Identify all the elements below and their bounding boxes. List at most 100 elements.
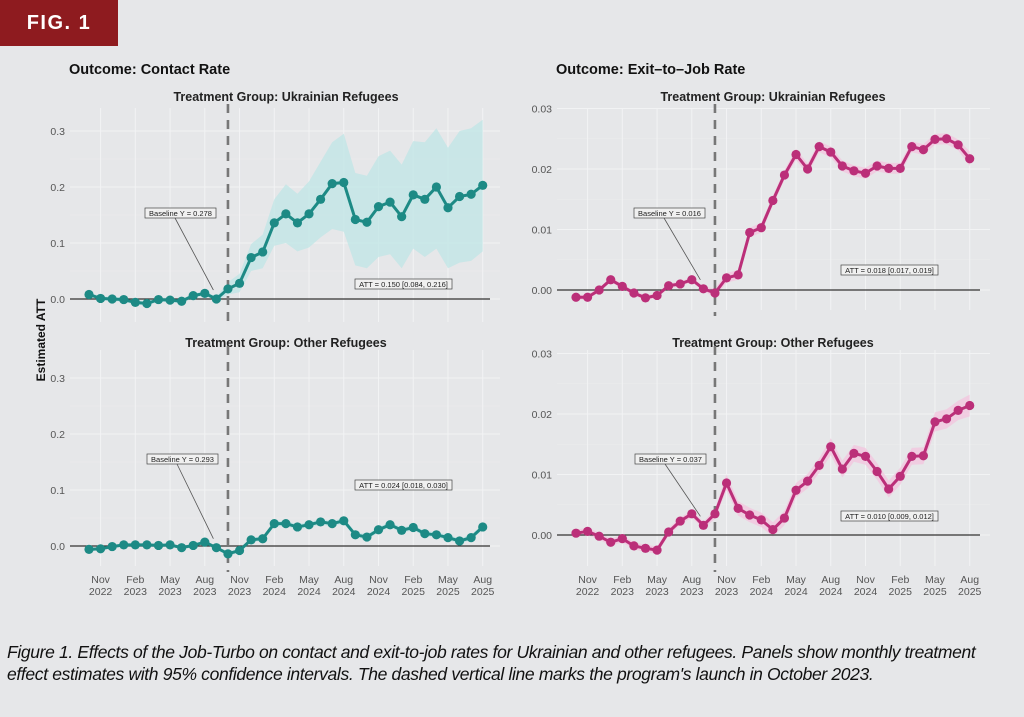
x-tick-label-month: Aug — [821, 574, 840, 586]
data-point — [211, 294, 221, 304]
data-point — [617, 534, 627, 544]
data-point — [153, 540, 164, 551]
data-point — [652, 290, 662, 301]
y-tick-label: 0.01 — [532, 225, 553, 237]
data-point — [768, 195, 778, 206]
x-tick-label-month: Aug — [473, 574, 492, 586]
data-point — [142, 540, 152, 550]
panel-title: Treatment Group: Other Refugees — [672, 336, 873, 350]
x-tick-label-year: 2022 — [89, 586, 113, 598]
data-point — [397, 212, 407, 222]
data-point — [119, 540, 129, 550]
data-point — [420, 194, 430, 204]
y-tick-label: 0.3 — [50, 126, 65, 138]
data-point — [362, 532, 372, 542]
x-tick-label-year: 2025 — [471, 586, 495, 598]
data-point — [594, 531, 604, 541]
x-tick-label-month: Nov — [230, 574, 249, 586]
data-point — [269, 519, 279, 529]
x-tick-label-year: 2025 — [436, 586, 460, 598]
y-tick-label: 0.01 — [532, 470, 553, 482]
data-point — [234, 278, 245, 288]
data-point — [849, 166, 859, 176]
data-point — [177, 543, 187, 553]
att-label: ATT = 0.018 [0.017, 0.019] — [845, 266, 934, 275]
data-point — [292, 522, 303, 532]
x-tick-label-month: Nov — [578, 574, 597, 586]
data-point — [953, 405, 963, 415]
x-tick-label-year: 2023 — [228, 586, 252, 598]
data-point — [779, 170, 790, 180]
data-point — [281, 519, 291, 529]
data-point — [745, 510, 755, 520]
att-label-box — [840, 264, 939, 276]
data-point — [664, 527, 674, 537]
data-point — [930, 417, 940, 427]
x-tick-label-year: 2024 — [819, 586, 843, 598]
data-point — [443, 533, 453, 543]
data-point — [594, 285, 604, 295]
data-point — [408, 522, 418, 533]
data-point — [177, 296, 187, 306]
data-point — [918, 145, 929, 155]
att-label-box — [354, 479, 453, 491]
x-tick-label-year: 2024 — [263, 586, 287, 598]
data-point — [698, 284, 708, 294]
x-tick-label-year: 2024 — [854, 586, 878, 598]
baseline-label-box — [634, 453, 707, 465]
data-point — [316, 517, 326, 527]
panel-title: Treatment Group: Ukrainian Refugees — [173, 90, 398, 104]
data-point — [814, 460, 824, 471]
baseline-label: Baseline Y = 0.278 — [149, 209, 212, 218]
data-point — [779, 513, 790, 523]
data-point — [791, 149, 801, 160]
att-label-box — [354, 278, 453, 290]
data-point — [652, 545, 662, 555]
data-point — [258, 247, 268, 257]
y-tick-label: 0.03 — [532, 104, 553, 116]
data-point — [454, 191, 465, 202]
data-point — [95, 544, 106, 554]
panel-title: Treatment Group: Ukrainian Refugees — [660, 90, 885, 104]
data-point — [431, 182, 441, 192]
data-point — [327, 519, 337, 529]
data-point — [582, 526, 593, 536]
data-point — [884, 484, 894, 494]
x-tick-label-month: May — [647, 574, 668, 586]
x-tick-label-month: Feb — [891, 574, 909, 586]
att-label: ATT = 0.150 [0.084, 0.216] — [359, 280, 448, 289]
baseline-label: Baseline Y = 0.037 — [639, 455, 702, 464]
data-point — [478, 180, 488, 190]
data-point — [84, 544, 94, 554]
att-label: ATT = 0.010 [0.009, 0.012] — [845, 512, 934, 521]
x-tick-label-month: May — [786, 574, 807, 586]
panel-2: 0.00 0.01 0.02 0.03 Treatment Group: Ukraini… — [532, 90, 990, 316]
outcome-title-contact: Outcome: Contact Rate — [69, 62, 231, 78]
x-tick-label-month: Nov — [91, 574, 110, 586]
data-point — [466, 533, 476, 543]
x-tick-label-year: 2024 — [784, 586, 808, 598]
data-point — [362, 217, 372, 227]
outcome-title-exit: Outcome: Exit–to–Job Rate — [556, 62, 746, 78]
data-point — [687, 275, 697, 285]
y-tick-label: 0.1 — [50, 238, 65, 250]
x-tick-label-month: Nov — [369, 574, 388, 586]
data-point — [153, 294, 164, 305]
x-tick-label-year: 2023 — [124, 586, 148, 598]
data-point — [640, 543, 651, 553]
y-tick-label: 0.3 — [50, 373, 65, 385]
data-point — [698, 520, 708, 530]
data-point — [339, 516, 349, 526]
x-tick-label-year: 2025 — [402, 586, 426, 598]
data-point — [234, 545, 245, 556]
x-tick-label-month: Aug — [682, 574, 701, 586]
data-point — [246, 535, 256, 545]
x-tick-label-month: Feb — [752, 574, 770, 586]
confidence-band — [576, 394, 970, 554]
data-point — [188, 540, 198, 551]
data-point — [130, 540, 140, 550]
panel-1: 0.00.10.20.3Nov2022Feb2023May2023Aug2023… — [50, 336, 500, 598]
data-point — [721, 273, 732, 283]
data-point — [466, 189, 476, 199]
data-point — [640, 293, 651, 303]
